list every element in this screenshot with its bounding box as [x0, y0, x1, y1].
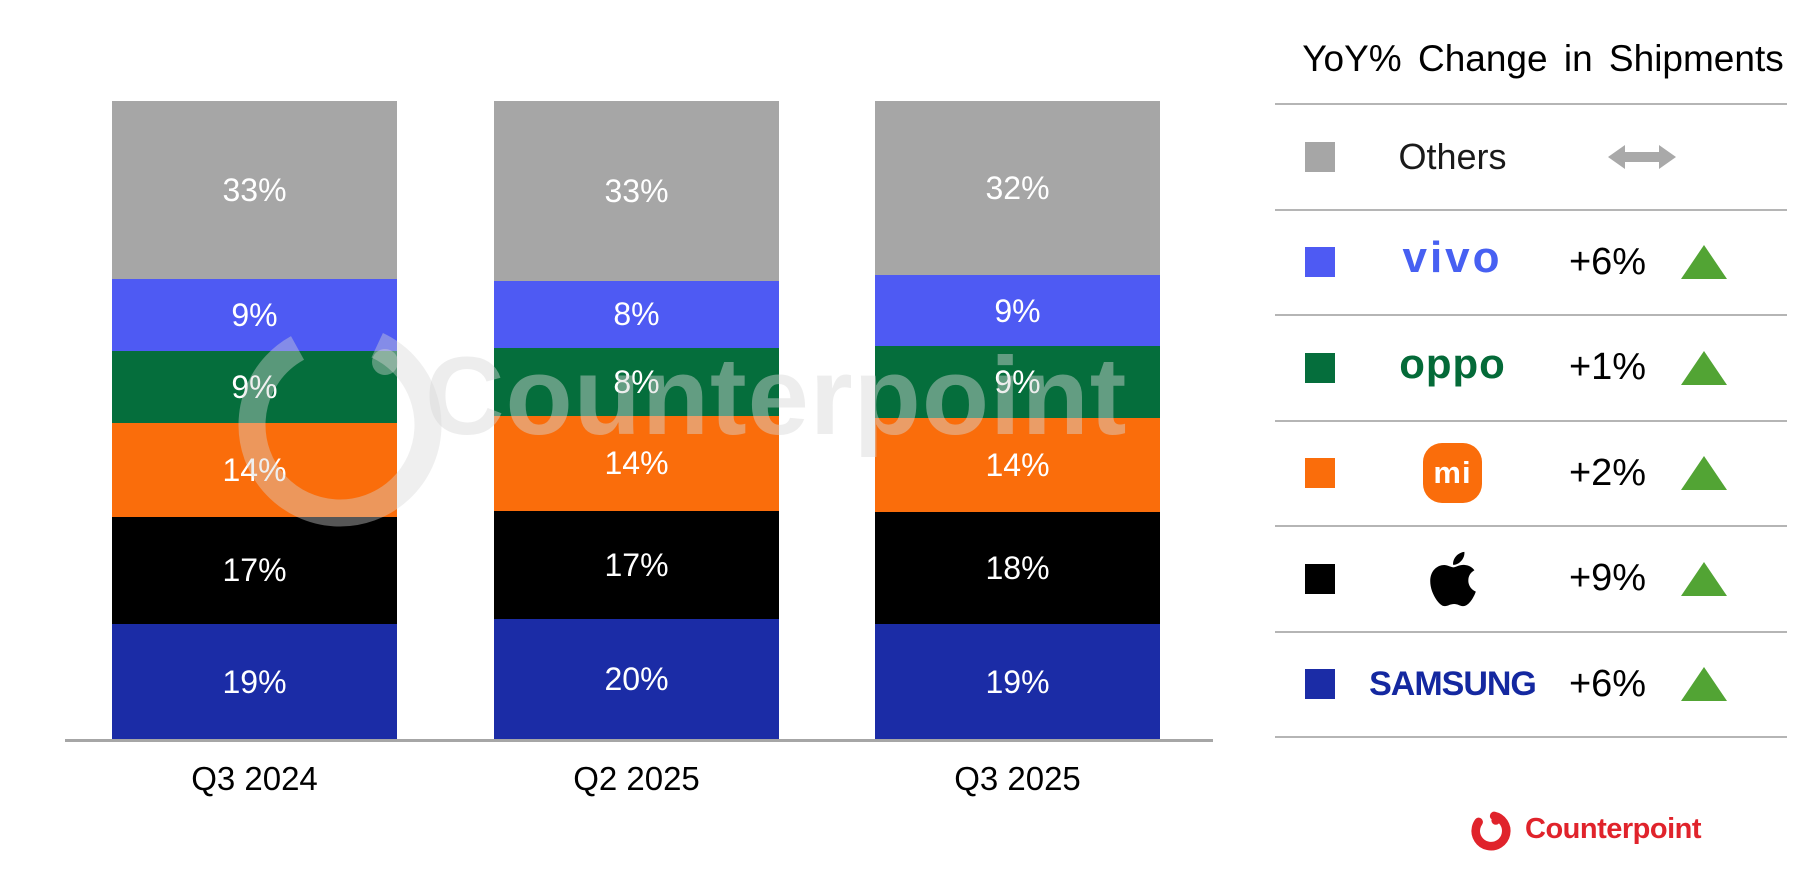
segment-value-label: 9% — [994, 364, 1041, 401]
others-logo-text: Others — [1398, 135, 1507, 177]
segment-value-label: 9% — [994, 292, 1041, 329]
legend-swatch-vivo — [1305, 247, 1335, 278]
yoy-change-value: +6% — [1568, 240, 1647, 283]
segment-value-label: 19% — [985, 663, 1050, 700]
flat-trend-arrow-icon — [1608, 144, 1676, 169]
legend-swatch-xiaomi — [1305, 458, 1335, 489]
counterpoint-logo-icon — [1471, 811, 1511, 851]
trend-up-triangle-icon — [1681, 350, 1727, 385]
segment-value-label: 14% — [222, 451, 287, 488]
yoy-change-value: +1% — [1568, 346, 1647, 389]
segment-samsung: 20% — [494, 618, 779, 741]
trend-up-triangle-icon — [1681, 456, 1727, 491]
segment-others: 33% — [494, 101, 779, 281]
legend-swatch-others — [1305, 141, 1335, 172]
x-axis-label: Q2 2025 — [573, 760, 700, 797]
legend-row-vivo: vivo +6% — [1275, 211, 1787, 316]
trend-up-triangle-icon — [1681, 245, 1727, 280]
trend-up-triangle-icon — [1681, 561, 1727, 596]
segment-others: 32% — [875, 101, 1160, 275]
trend-up-indicator — [1678, 633, 1730, 737]
bar-q2-2025: 33% 8% 8% 14% 17% 20% — [494, 101, 779, 741]
x-axis-line — [65, 739, 1213, 742]
segment-value-label: 8% — [613, 296, 660, 333]
legend-rows: Others vivo +6% oppo +1% mi +2% +9% SAMSUNG… — [1275, 105, 1787, 738]
segment-xiaomi: 14% — [112, 422, 397, 517]
legend-row-samsung: SAMSUNG +6% — [1275, 633, 1787, 738]
segment-value-label: 14% — [985, 447, 1050, 484]
others-logo: Others — [1355, 105, 1550, 209]
segment-value-label: 20% — [604, 661, 669, 698]
yoy-change-value: +6% — [1568, 662, 1647, 705]
segment-value-label: 9% — [231, 296, 278, 333]
legend-swatch-oppo — [1305, 352, 1335, 383]
legend-row-apple: +9% — [1275, 527, 1787, 633]
counterpoint-logo: Counterpoint — [1470, 806, 1702, 852]
oppo-logo-text: oppo — [1399, 339, 1506, 387]
flat-trend-indicator — [1607, 105, 1730, 209]
trend-up-indicator — [1678, 422, 1730, 526]
segment-xiaomi: 14% — [494, 416, 779, 511]
xiaomi-logo-text: mi — [1433, 455, 1472, 491]
legend-title: YoY% Change in Shipments — [1275, 0, 1787, 105]
trend-up-indicator — [1678, 211, 1730, 315]
legend-row-xiaomi: mi +2% — [1275, 422, 1787, 527]
segment-vivo: 9% — [112, 279, 397, 351]
segment-value-label: 17% — [222, 552, 287, 589]
x-axis-label: Q3 2025 — [954, 760, 1081, 797]
trend-up-indicator — [1678, 527, 1730, 631]
segment-value-label: 19% — [222, 663, 287, 700]
segment-value-label: 8% — [613, 364, 660, 401]
legend-row-oppo: oppo +1% — [1275, 316, 1787, 422]
segment-value-label: 17% — [604, 546, 669, 583]
segment-value-label: 14% — [604, 445, 669, 482]
yoy-legend-table: YoY% Change in Shipments Others vivo +6% … — [1275, 0, 1787, 738]
yoy-change-value: +2% — [1568, 451, 1647, 494]
segment-others: 33% — [112, 101, 397, 280]
segment-apple: 18% — [875, 512, 1160, 624]
segment-oppo: 8% — [494, 348, 779, 417]
vivo-logo: vivo — [1355, 211, 1550, 315]
x-axis-label: Q3 2024 — [191, 760, 318, 797]
segment-vivo: 8% — [494, 280, 779, 349]
segment-value-label: 9% — [231, 368, 278, 405]
segment-apple: 17% — [494, 510, 779, 619]
apple-logo — [1355, 527, 1550, 631]
bar-q3-2025: 32% 9% 9% 14% 18% 19% — [875, 101, 1160, 740]
trend-up-indicator — [1678, 316, 1730, 420]
yoy-change-value: +9% — [1568, 557, 1647, 600]
segment-samsung: 19% — [875, 623, 1160, 740]
segment-oppo: 9% — [112, 350, 397, 423]
apple-logo-icon — [1429, 551, 1476, 606]
vivo-logo-text: vivo — [1402, 233, 1503, 283]
legend-swatch-apple — [1305, 563, 1335, 594]
legend-row-others: Others — [1275, 105, 1787, 211]
segment-xiaomi: 14% — [875, 418, 1160, 513]
trend-up-triangle-icon — [1681, 667, 1727, 702]
counterpoint-logo-text: Counterpoint — [1525, 812, 1702, 845]
xiaomi-logo: mi — [1355, 422, 1550, 526]
samsung-logo: SAMSUNG — [1355, 633, 1550, 737]
segment-value-label: 33% — [222, 172, 287, 209]
segment-value-label: 18% — [985, 550, 1050, 587]
xiaomi-mi-badge-icon: mi — [1423, 443, 1482, 504]
samsung-logo-text: SAMSUNG — [1369, 664, 1537, 703]
legend-swatch-samsung — [1305, 669, 1335, 700]
segment-oppo: 9% — [875, 346, 1160, 419]
segment-vivo: 9% — [875, 274, 1160, 347]
segment-apple: 17% — [112, 516, 397, 624]
segment-value-label: 33% — [604, 172, 669, 209]
segment-samsung: 19% — [112, 623, 397, 740]
segment-value-label: 32% — [985, 169, 1050, 206]
bar-q3-2024: 33% 9% 9% 14% 17% 19% — [112, 101, 397, 740]
oppo-logo: oppo — [1355, 316, 1550, 420]
